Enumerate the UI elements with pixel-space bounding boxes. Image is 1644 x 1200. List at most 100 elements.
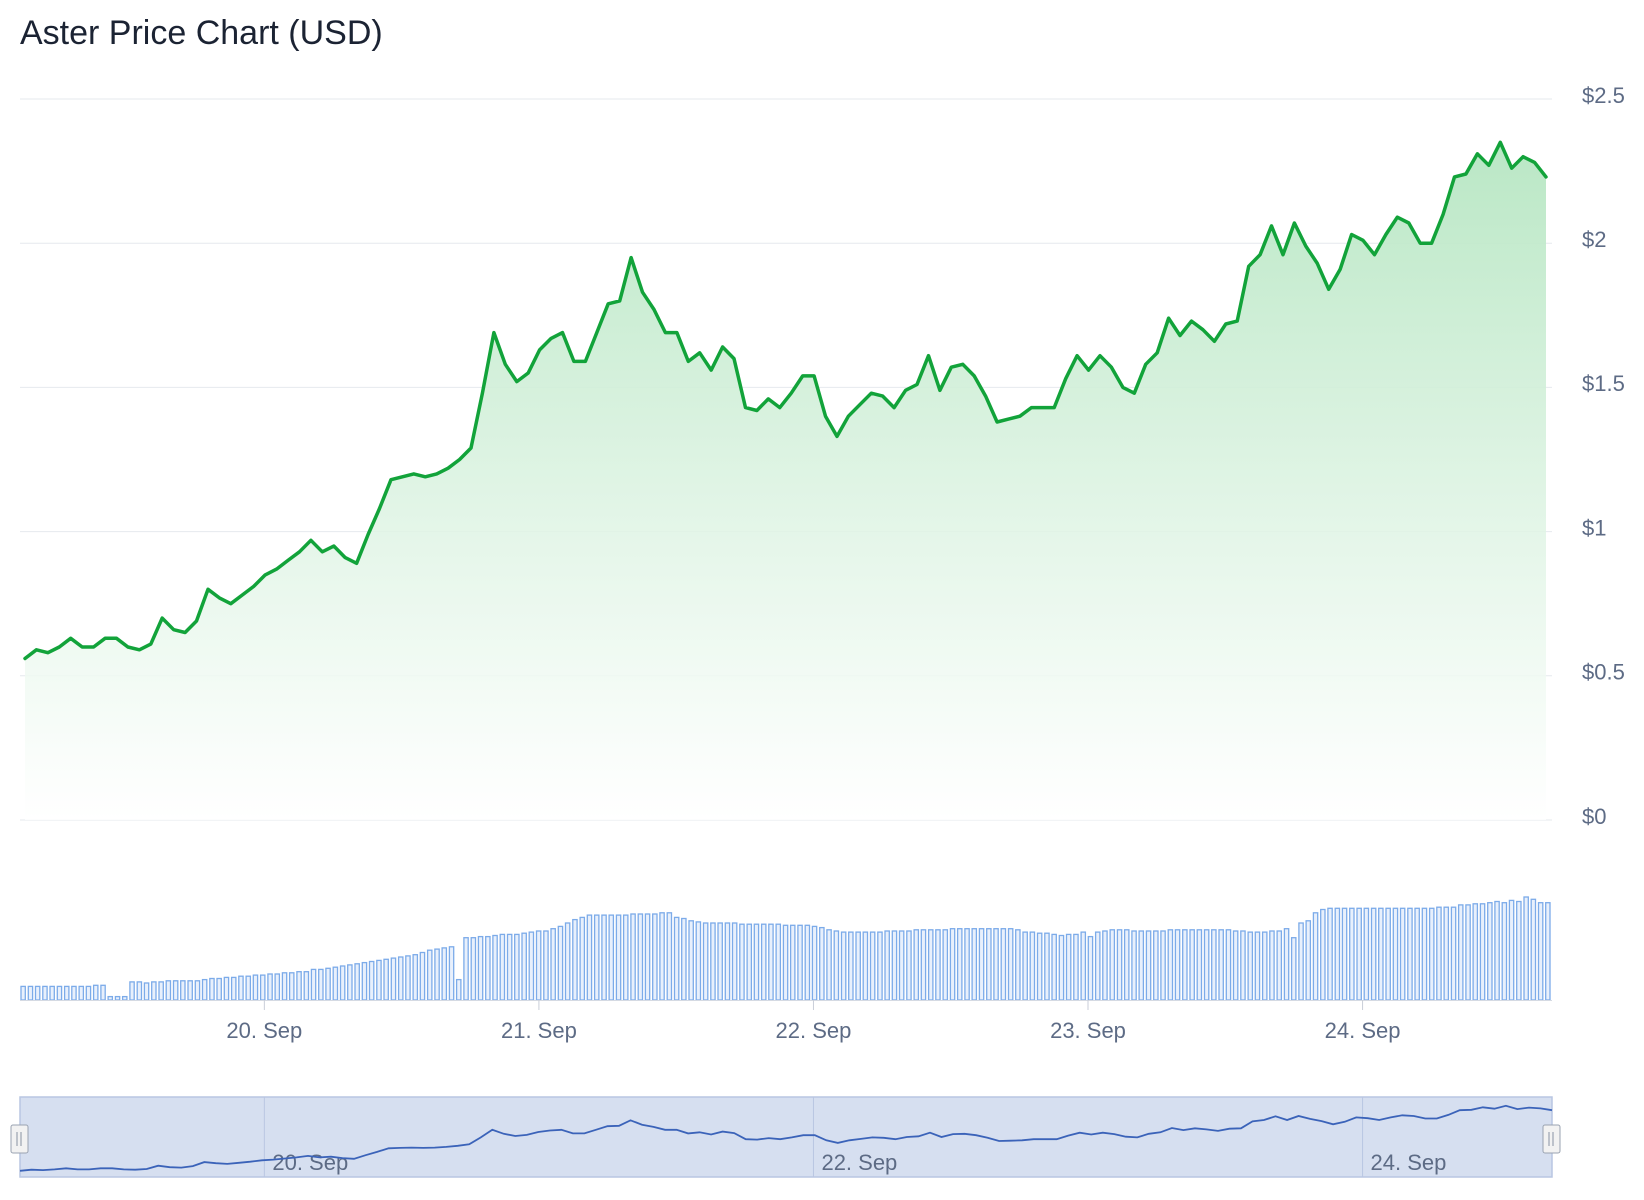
volume-bar[interactable] bbox=[913, 929, 920, 1001]
volume-bar[interactable] bbox=[121, 995, 128, 1001]
volume-bar[interactable] bbox=[281, 972, 288, 1001]
volume-bar[interactable] bbox=[1225, 929, 1232, 1001]
volume-bar[interactable] bbox=[85, 985, 92, 1001]
volume-bar[interactable] bbox=[782, 924, 789, 1001]
volume-bar[interactable] bbox=[1036, 932, 1043, 1001]
volume-bar[interactable] bbox=[354, 963, 360, 1001]
volume-bar[interactable] bbox=[158, 981, 164, 1001]
volume-bar[interactable] bbox=[1341, 907, 1348, 1001]
volume-bar[interactable] bbox=[252, 974, 259, 1001]
volume-bar[interactable] bbox=[1167, 929, 1174, 1001]
volume-bar[interactable] bbox=[1334, 907, 1341, 1001]
volume-bar[interactable] bbox=[731, 922, 738, 1001]
volume-bar[interactable] bbox=[1007, 928, 1014, 1001]
volume-bar[interactable] bbox=[397, 956, 404, 1001]
volume-bar[interactable] bbox=[746, 923, 753, 1001]
volume-bar[interactable] bbox=[1232, 930, 1239, 1001]
volume-bar[interactable] bbox=[942, 929, 949, 1001]
price-series[interactable] bbox=[23, 140, 1548, 661]
volume-bar[interactable] bbox=[1428, 907, 1435, 1001]
volume-bar[interactable] bbox=[906, 930, 912, 1001]
volume-bar[interactable] bbox=[245, 975, 252, 1001]
volume-bar[interactable] bbox=[216, 977, 222, 1001]
volume-bar[interactable] bbox=[267, 973, 273, 1001]
volume-bar[interactable] bbox=[840, 931, 847, 1001]
volume-bar[interactable] bbox=[477, 935, 484, 1001]
volume-bar[interactable] bbox=[1356, 907, 1362, 1001]
volume-bar[interactable] bbox=[1443, 906, 1450, 1001]
volume-bar[interactable] bbox=[201, 978, 208, 1001]
volume-bar[interactable] bbox=[1399, 907, 1406, 1001]
volume-bar[interactable] bbox=[1537, 902, 1544, 1001]
volume-bar[interactable] bbox=[652, 913, 658, 1001]
volume-bar[interactable] bbox=[775, 923, 782, 1001]
volume-bar[interactable] bbox=[535, 930, 542, 1001]
volume-bar[interactable] bbox=[194, 980, 201, 1001]
volume-bar[interactable] bbox=[303, 971, 310, 1001]
volume-bar[interactable] bbox=[1109, 929, 1116, 1001]
volume-bar[interactable] bbox=[506, 933, 513, 1001]
volume-bar[interactable] bbox=[789, 924, 796, 1001]
volume-bar[interactable] bbox=[1450, 906, 1457, 1001]
volume-bar[interactable] bbox=[673, 916, 680, 1001]
volume-bar[interactable] bbox=[1247, 931, 1254, 1001]
volume-bar[interactable] bbox=[1530, 898, 1537, 1001]
volume-bar[interactable] bbox=[100, 984, 106, 1001]
volume-bar[interactable] bbox=[376, 959, 382, 1001]
volume-bar[interactable] bbox=[455, 978, 462, 1001]
volume-bar[interactable] bbox=[1370, 907, 1377, 1001]
volume-bar[interactable] bbox=[1073, 933, 1079, 1001]
volume-series[interactable] bbox=[20, 896, 1552, 1001]
volume-bar[interactable] bbox=[550, 928, 556, 1001]
navigator-selection[interactable] bbox=[19, 1096, 1553, 1178]
volume-bar[interactable] bbox=[1131, 930, 1137, 1001]
volume-bar[interactable] bbox=[1160, 930, 1166, 1001]
volume-bar[interactable] bbox=[1276, 930, 1283, 1001]
volume-bar[interactable] bbox=[528, 931, 535, 1001]
volume-bar[interactable] bbox=[869, 931, 876, 1001]
volume-bar[interactable] bbox=[499, 933, 506, 1001]
volume-bar[interactable] bbox=[209, 977, 215, 1001]
volume-bar[interactable] bbox=[325, 967, 331, 1001]
volume-bar[interactable] bbox=[165, 980, 172, 1001]
volume-bar[interactable] bbox=[1065, 933, 1072, 1001]
volume-bar[interactable] bbox=[833, 930, 840, 1001]
volume-bar[interactable] bbox=[608, 914, 615, 1001]
volume-bar[interactable] bbox=[426, 949, 433, 1001]
volume-bar[interactable] bbox=[259, 974, 266, 1001]
volume-bar[interactable] bbox=[71, 985, 77, 1001]
volume-bar[interactable] bbox=[1153, 930, 1159, 1001]
volume-bar[interactable] bbox=[332, 966, 339, 1001]
volume-bar[interactable] bbox=[20, 985, 26, 1001]
volume-bar[interactable] bbox=[1320, 908, 1326, 1001]
volume-bar[interactable] bbox=[1218, 929, 1224, 1001]
volume-bar[interactable] bbox=[1203, 929, 1210, 1001]
volume-bar[interactable] bbox=[1523, 896, 1529, 1001]
volume-bar[interactable] bbox=[956, 928, 963, 1001]
volume-bar[interactable] bbox=[42, 985, 48, 1001]
volume-bar[interactable] bbox=[1363, 907, 1370, 1001]
volume-bar[interactable] bbox=[223, 976, 230, 1001]
volume-bar[interactable] bbox=[187, 980, 193, 1001]
volume-bar[interactable] bbox=[485, 935, 491, 1001]
volume-bar[interactable] bbox=[1174, 929, 1181, 1001]
volume-bar[interactable] bbox=[855, 931, 861, 1001]
volume-bar[interactable] bbox=[1465, 904, 1471, 1001]
volume-bar[interactable] bbox=[920, 929, 927, 1001]
volume-bar[interactable] bbox=[1508, 899, 1515, 1001]
volume-bar[interactable] bbox=[1123, 929, 1130, 1001]
volume-bar[interactable] bbox=[1327, 907, 1333, 1001]
volume-bar[interactable] bbox=[1015, 929, 1021, 1001]
volume-bar[interactable] bbox=[1044, 932, 1050, 1001]
volume-bar[interactable] bbox=[1545, 902, 1551, 1001]
volume-bar[interactable] bbox=[935, 929, 941, 1001]
volume-bar[interactable] bbox=[1022, 931, 1028, 1001]
volume-bar[interactable] bbox=[114, 995, 121, 1001]
volume-bar[interactable] bbox=[1407, 907, 1413, 1001]
volume-bar[interactable] bbox=[891, 930, 898, 1001]
volume-bar[interactable] bbox=[288, 972, 295, 1001]
volume-bar[interactable] bbox=[361, 961, 368, 1001]
volume-bar[interactable] bbox=[986, 928, 992, 1001]
volume-bar[interactable] bbox=[702, 922, 709, 1001]
